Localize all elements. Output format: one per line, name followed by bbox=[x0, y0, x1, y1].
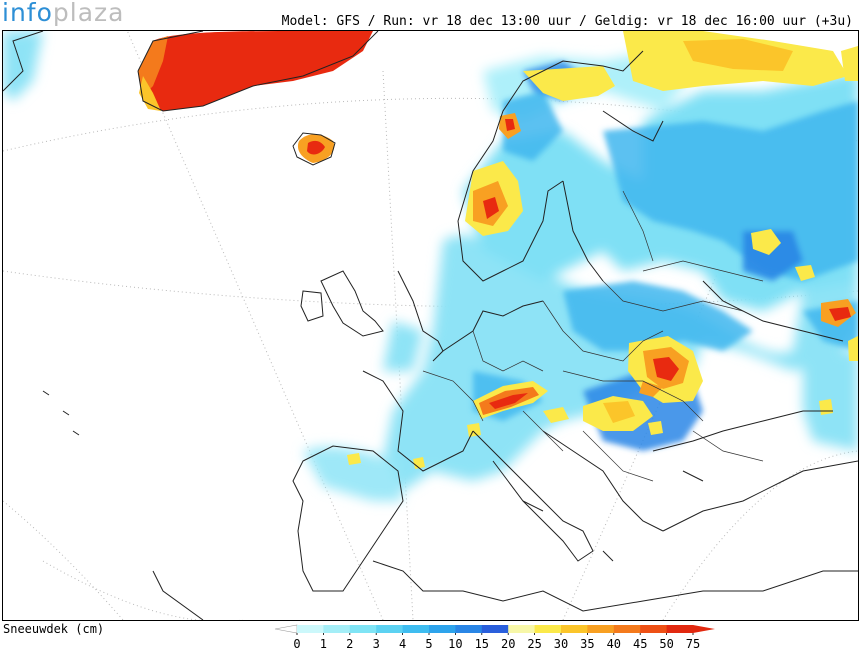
legend-swatch bbox=[297, 625, 324, 633]
logo-info-text: info bbox=[2, 0, 53, 27]
legend-tick-label: 1 bbox=[320, 637, 327, 651]
legend-swatch bbox=[402, 625, 430, 633]
legend-tick-label: 25 bbox=[527, 637, 541, 651]
legend-tick-label: 5 bbox=[425, 637, 432, 651]
legend-tick-label: 0 bbox=[293, 637, 300, 651]
legend-ticks: 0 1 2 3 4 5 10 15 20 25 30 35 40 45 50 75 bbox=[293, 633, 700, 651]
legend-tick-label: 10 bbox=[448, 637, 462, 651]
logo-plaza-text: plaza bbox=[52, 0, 125, 27]
country-borders bbox=[422, 190, 764, 482]
legend-swatch bbox=[455, 625, 483, 633]
legend-swatch bbox=[429, 625, 456, 633]
legend-swatch bbox=[613, 625, 641, 633]
legend-tick-label: 15 bbox=[475, 637, 489, 651]
legend-tick-label: 35 bbox=[580, 637, 594, 651]
legend-swatch bbox=[640, 625, 668, 633]
snow-cover-layer bbox=[3, 31, 858, 501]
legend-swatch bbox=[376, 625, 404, 633]
snow-depth-map bbox=[2, 30, 859, 621]
legend-swatch bbox=[508, 625, 536, 633]
infoplaza-logo: infoplaza bbox=[2, 0, 124, 26]
legend-swatch bbox=[323, 625, 351, 633]
legend-tick-label: 20 bbox=[501, 637, 515, 651]
legend-tick-label: 45 bbox=[633, 637, 647, 651]
legend-swatch bbox=[481, 625, 509, 633]
legend-arrow-low bbox=[274, 624, 298, 634]
legend-tick-label: 40 bbox=[607, 637, 621, 651]
legend-swatch bbox=[587, 625, 615, 633]
snow-depth-legend: 0 1 2 3 4 5 10 15 20 25 30 35 40 45 50 75 bbox=[274, 624, 715, 651]
legend-tick-label: 50 bbox=[659, 637, 673, 651]
map-svg bbox=[3, 31, 858, 620]
legend-tick-label: 4 bbox=[399, 637, 406, 651]
legend-arrow-high bbox=[693, 625, 715, 633]
legend-title: Sneeuwdek (cm) bbox=[3, 622, 105, 636]
legend-swatch bbox=[561, 625, 588, 633]
run-info-header: Model: GFS / Run: vr 18 dec 13:00 uur / … bbox=[281, 14, 853, 29]
legend-swatch bbox=[666, 625, 694, 633]
legend-tick-label: 3 bbox=[373, 637, 380, 651]
legend-swatch bbox=[349, 625, 377, 633]
legend-swatches bbox=[274, 624, 715, 634]
coastlines bbox=[3, 31, 858, 620]
legend-swatch bbox=[534, 625, 562, 633]
legend-tick-label: 75 bbox=[686, 637, 700, 651]
legend-tick-label: 30 bbox=[554, 637, 568, 651]
legend-tick-label: 2 bbox=[346, 637, 353, 651]
